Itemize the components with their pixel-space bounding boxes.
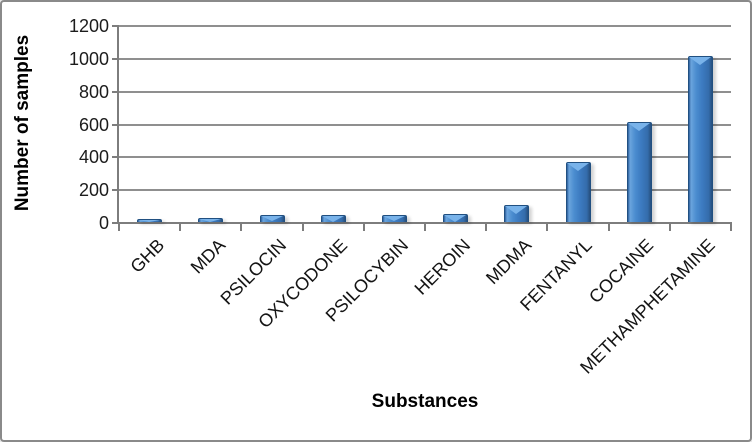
gridline <box>119 123 731 126</box>
x-axis-tick <box>362 222 365 231</box>
y-axis-tick-label: 800 <box>78 81 109 102</box>
x-axis-tick <box>301 222 304 231</box>
x-axis-tick <box>424 222 426 231</box>
y-axis-tick <box>112 90 119 93</box>
bar-top-bevel <box>260 216 283 222</box>
bar-top-bevel <box>444 214 467 222</box>
bar-top-bevel <box>688 57 711 66</box>
bar-oxycodone <box>320 214 346 222</box>
y-axis-title: Number of samples <box>12 34 33 211</box>
bar-top-bevel <box>382 216 405 222</box>
bar-top-bevel <box>566 163 589 172</box>
y-axis-tick-label: 400 <box>78 147 109 168</box>
y-axis-tick-label: 600 <box>78 114 109 135</box>
y-axis-tick <box>112 222 119 224</box>
y-axis-tick <box>112 123 119 126</box>
y-axis-tick-label: 0 <box>98 213 109 233</box>
x-axis-tick <box>179 222 182 231</box>
y-axis-tick <box>112 57 119 60</box>
x-axis-tick <box>118 222 120 231</box>
bar-mda <box>198 217 224 222</box>
gridline <box>119 90 731 93</box>
y-axis-tick-label: 200 <box>78 180 109 201</box>
x-axis-tick <box>546 222 549 231</box>
x-axis-title: Substances <box>371 391 479 412</box>
y-axis-tick-label: 1200 <box>68 16 109 36</box>
bar-fentanyl <box>565 162 591 222</box>
x-category-label: HEROIN <box>410 235 474 299</box>
y-axis-tick <box>112 25 119 27</box>
bar-methamphetamine <box>687 56 713 222</box>
x-axis-tick <box>240 222 243 231</box>
x-axis-tick <box>485 222 488 231</box>
bar-heroin <box>443 213 469 222</box>
bar-psilocin <box>259 215 285 222</box>
x-axis-line <box>119 222 731 224</box>
bar-top-bevel <box>627 122 650 131</box>
bar-top-bevel <box>321 215 344 222</box>
bar-psilocybin <box>381 215 407 222</box>
x-category-label: MDMA <box>481 235 535 289</box>
gridline <box>119 156 731 159</box>
y-axis-line <box>117 26 119 223</box>
x-category-label: GHB <box>126 235 168 277</box>
bar-top-bevel <box>138 219 161 222</box>
bar-top-bevel <box>199 218 222 222</box>
x-category-label: MDA <box>186 235 229 278</box>
x-axis-tick <box>730 222 732 231</box>
gridline <box>119 189 731 192</box>
bar-cocaine <box>626 121 652 222</box>
bar-mdma <box>504 204 530 222</box>
x-axis-tick <box>668 222 671 231</box>
y-axis-tick <box>112 156 119 159</box>
gridline <box>119 57 731 60</box>
gridline <box>119 25 731 27</box>
bar-top-bevel <box>505 205 528 214</box>
y-axis-tick-label: 1000 <box>68 48 109 69</box>
x-axis-tick <box>607 222 610 231</box>
bar-ghb <box>137 218 163 222</box>
y-axis-tick <box>112 189 119 192</box>
